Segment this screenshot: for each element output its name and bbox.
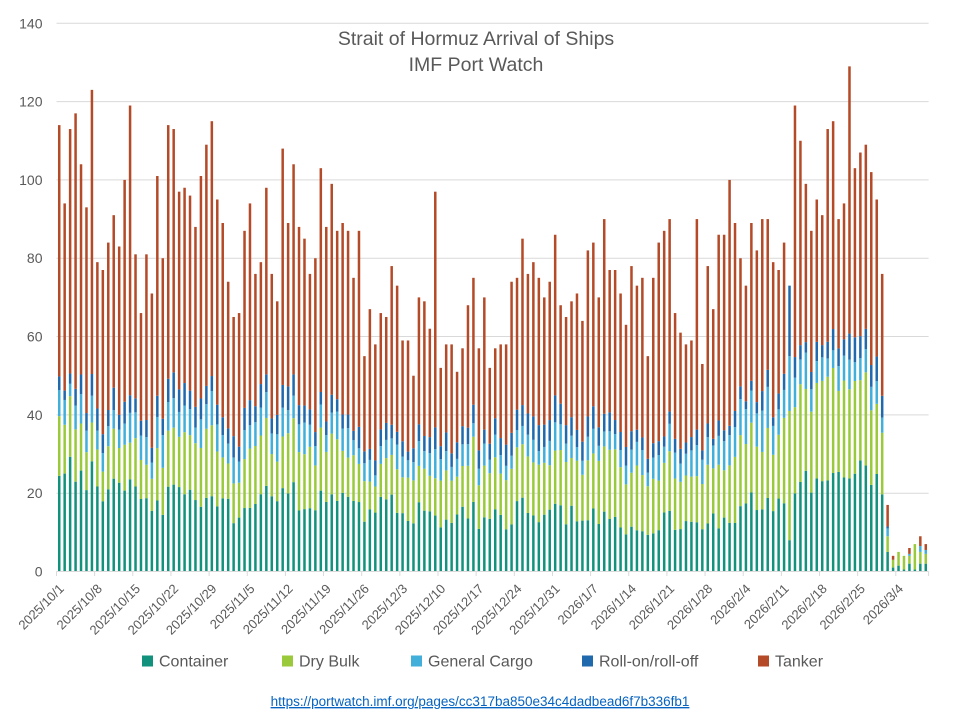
svg-text:Container: Container bbox=[159, 654, 229, 671]
svg-text:0: 0 bbox=[35, 564, 43, 580]
svg-text:IMF Port Watch: IMF Port Watch bbox=[409, 54, 544, 76]
svg-text:20: 20 bbox=[27, 485, 43, 501]
svg-text:100: 100 bbox=[19, 172, 43, 188]
svg-text:120: 120 bbox=[19, 94, 43, 110]
svg-text:Strait of Hormuz Arrival of Sh: Strait of Hormuz Arrival of Ships bbox=[338, 28, 615, 50]
svg-text:80: 80 bbox=[27, 250, 43, 266]
svg-text:140: 140 bbox=[19, 15, 43, 31]
svg-text:40: 40 bbox=[27, 407, 43, 423]
svg-text:General Cargo: General Cargo bbox=[428, 654, 533, 671]
svg-text:Dry Bulk: Dry Bulk bbox=[299, 654, 360, 671]
svg-text:Tanker: Tanker bbox=[775, 654, 824, 671]
svg-text:https://portwatch.imf.org/page: https://portwatch.imf.org/pages/cc317ba8… bbox=[271, 694, 690, 709]
svg-text:60: 60 bbox=[27, 329, 43, 345]
svg-text:Roll-on/roll-off: Roll-on/roll-off bbox=[599, 654, 699, 671]
